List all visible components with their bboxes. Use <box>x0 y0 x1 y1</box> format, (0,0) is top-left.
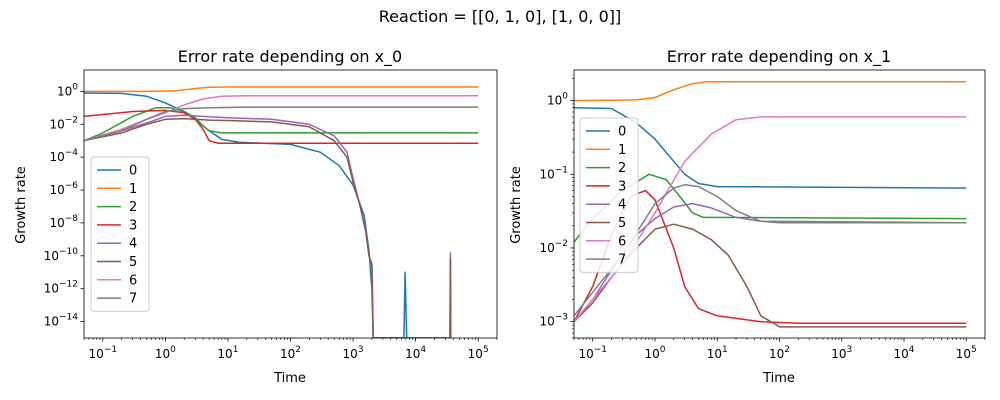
series-line-6 <box>574 116 967 323</box>
legend-label-2: 2 <box>618 161 626 176</box>
x-tick-exponent: 1 <box>233 345 239 355</box>
series-line-5 <box>84 117 452 338</box>
x-tick-exponent: −1 <box>104 345 117 355</box>
legend-label-0: 0 <box>618 125 626 140</box>
y-tick-exponent: −4 <box>65 148 79 158</box>
x-tick-exponent: 3 <box>358 345 364 355</box>
y-tick-exponent: 0 <box>562 92 568 102</box>
series-line-4 <box>574 202 967 323</box>
y-tick-exponent: 0 <box>72 82 78 92</box>
series-lines <box>84 86 479 338</box>
legend-label-0: 0 <box>129 164 137 179</box>
x-axis-label: Time <box>273 371 306 386</box>
legend-label-6: 6 <box>618 234 626 249</box>
x-axis-label: Time <box>762 371 795 386</box>
y-tick-exponent: −10 <box>59 247 78 257</box>
legend-label-1: 1 <box>129 182 137 197</box>
y-tick-exponent: −6 <box>65 181 79 191</box>
series-line-1 <box>574 81 967 102</box>
x-tick-exponent: 0 <box>170 345 176 355</box>
y-axis-label: Growth rate <box>509 166 524 244</box>
x-tick-exponent: 5 <box>483 345 489 355</box>
legend-label-6: 6 <box>129 273 137 288</box>
y-axis-label: Growth rate <box>14 166 29 244</box>
legend-label-7: 7 <box>129 292 137 307</box>
figure-suptitle: Reaction = [[0, 1, 0], [1, 0, 0]] <box>379 7 621 26</box>
legend: 0 1 2 3 4 5 6 7 <box>579 117 639 273</box>
y-tick-exponent: −12 <box>59 280 78 290</box>
legend-label-7: 7 <box>618 253 626 268</box>
legend-label-4: 4 <box>129 237 137 252</box>
series-line-1 <box>84 86 479 93</box>
x-tick-exponent: −1 <box>594 345 607 355</box>
series-line-7 <box>84 106 479 142</box>
x-tick-exponent: 4 <box>420 345 426 355</box>
chart-panel-x0: Error rate depending on x_0 Time Growth … <box>14 47 498 386</box>
legend-box <box>579 117 639 273</box>
x-tick-exponent: 2 <box>295 345 301 355</box>
y-tick-exponent: −8 <box>65 214 79 224</box>
chart-title: Error rate depending on x_1 <box>667 47 891 67</box>
y-tick-exponent: −1 <box>555 165 568 175</box>
series-line-6 <box>84 94 479 142</box>
legend-label-5: 5 <box>129 255 137 270</box>
x-tick-exponent: 4 <box>909 345 915 355</box>
y-tick-exponent: −14 <box>59 313 78 323</box>
y-tick-exponent: −3 <box>555 313 568 323</box>
y-tick-exponent: −2 <box>555 239 568 249</box>
legend-label-3: 3 <box>129 218 137 233</box>
legend-label-1: 1 <box>618 143 626 158</box>
x-tick-exponent: 0 <box>660 345 666 355</box>
legend-label-4: 4 <box>618 198 626 213</box>
legend-label-2: 2 <box>129 200 137 215</box>
series-line-2 <box>84 107 479 142</box>
legend-label-3: 3 <box>618 179 626 194</box>
legend: 0 1 2 3 4 5 6 7 <box>90 156 150 312</box>
x-tick-exponent: 2 <box>784 345 790 355</box>
x-tick-exponent: 3 <box>847 345 853 355</box>
x-tick-exponent: 5 <box>971 345 977 355</box>
x-tick-exponent: 1 <box>722 345 728 355</box>
y-tick-exponent: −2 <box>65 115 78 125</box>
series-line-0 <box>574 106 967 189</box>
chart-title: Error rate depending on x_0 <box>178 47 402 67</box>
legend-label-5: 5 <box>618 216 626 231</box>
legend-box <box>90 156 150 312</box>
